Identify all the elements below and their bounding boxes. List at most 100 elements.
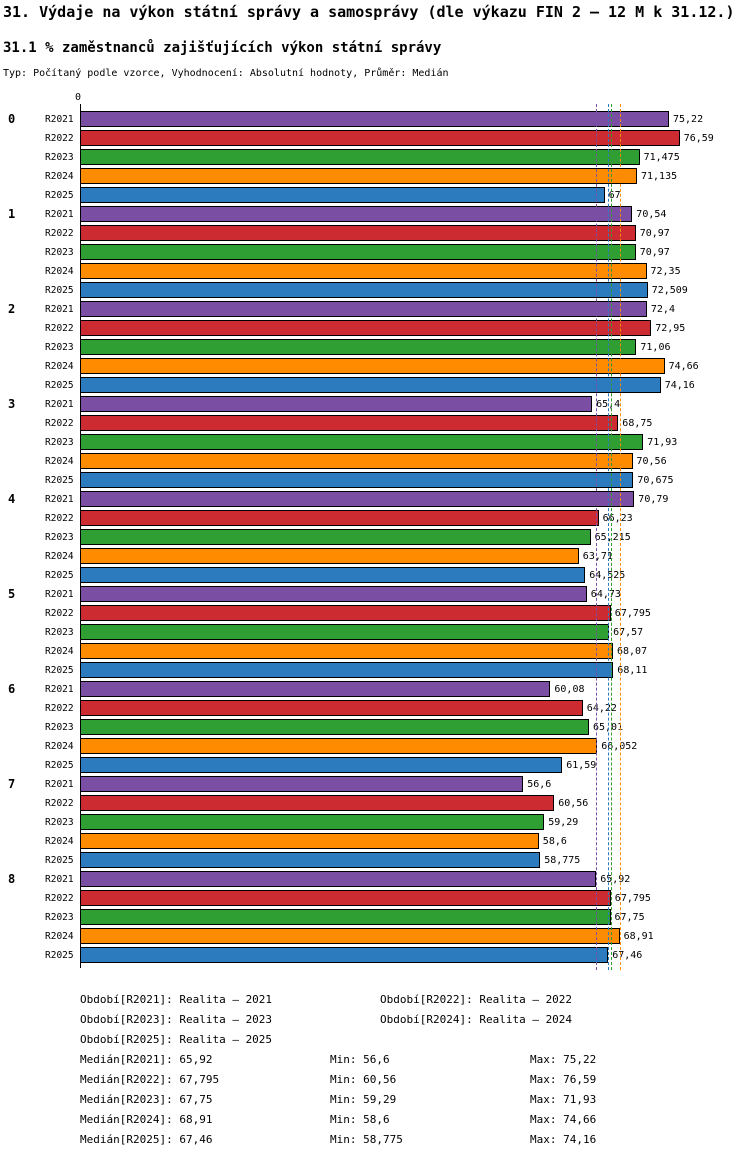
series-label: R2022	[45, 608, 74, 619]
bar	[80, 244, 636, 260]
bar	[80, 263, 647, 279]
value-label: 72,4	[650, 304, 675, 315]
value-label: 71,06	[640, 342, 671, 353]
group-label: 1	[8, 207, 16, 221]
bar-row-0-R2023: R2023 71,475	[0, 148, 750, 167]
value-label: 65,4	[596, 399, 621, 410]
series-label: R2024	[45, 551, 74, 562]
bar	[80, 662, 614, 678]
bar	[80, 472, 634, 488]
bar-row-4-R2023: R2023 65,215	[0, 528, 750, 547]
series-label: R2021	[45, 684, 74, 695]
bar-row-8-R2023: R2023 67,75	[0, 908, 750, 927]
bar-row-6-R2023: R2023 65,01	[0, 718, 750, 737]
bar	[80, 301, 647, 317]
bar-row-7-R2024: R2024 58,6	[0, 832, 750, 851]
legend-item: Období[R2024]: Realita – 2024	[380, 1013, 573, 1026]
series-label: R2023	[45, 152, 74, 163]
series-label: R2024	[45, 741, 74, 752]
value-label: 70,675	[637, 475, 674, 486]
group-label: 7	[8, 777, 16, 791]
series-label: R2022	[45, 323, 74, 334]
series-label: R2021	[45, 589, 74, 600]
bar-row-5-R2025: R2025 68,11	[0, 661, 750, 680]
value-label: 71,93	[647, 437, 678, 448]
stats-max: Max: 71,93	[530, 1093, 597, 1106]
value-label: 70,97	[639, 228, 670, 239]
bar	[80, 320, 652, 336]
series-label: R2025	[45, 760, 74, 771]
series-label: R2021	[45, 874, 74, 885]
value-label: 72,35	[650, 266, 681, 277]
bar	[80, 130, 680, 146]
bar	[80, 434, 644, 450]
bar-row-2-R2021: 2 R2021 72,4	[0, 300, 750, 319]
value-label: 67,46	[612, 950, 643, 961]
bar	[80, 111, 669, 127]
series-label: R2021	[45, 779, 74, 790]
group-label: 3	[8, 397, 16, 411]
bar	[80, 605, 611, 621]
value-label: 64,22	[586, 703, 617, 714]
bar	[80, 453, 633, 469]
legend-item: Období[R2021]: Realita – 2021	[80, 993, 273, 1006]
legend-item: Období[R2025]: Realita – 2025	[80, 1033, 273, 1046]
bar-row-6-R2022: R2022 64,22	[0, 699, 750, 718]
bar-row-6-R2025: R2025 61,59	[0, 756, 750, 775]
series-label: R2024	[45, 646, 74, 657]
bar-row-5-R2021: 5 R2021 64,73	[0, 585, 750, 604]
series-label: R2022	[45, 228, 74, 239]
bar-row-7-R2023: R2023 59,29	[0, 813, 750, 832]
bar-row-4-R2025: R2025 64,525	[0, 566, 750, 585]
stats-max: Max: 74,66	[530, 1113, 597, 1126]
series-label: R2022	[45, 798, 74, 809]
value-label: 58,775	[544, 855, 581, 866]
bar	[80, 700, 583, 716]
bar-row-7-R2022: R2022 60,56	[0, 794, 750, 813]
bar	[80, 491, 635, 507]
value-label: 68,75	[622, 418, 653, 429]
series-label: R2024	[45, 836, 74, 847]
bar	[80, 947, 609, 963]
value-label: 64,73	[590, 589, 621, 600]
value-label: 68,07	[617, 646, 648, 657]
bar	[80, 738, 598, 754]
bar	[80, 415, 619, 431]
bar-row-0-R2025: R2025 67	[0, 186, 750, 205]
value-label: 76,59	[683, 133, 714, 144]
bar-row-3-R2025: R2025 70,675	[0, 471, 750, 490]
bar	[80, 624, 610, 640]
series-label: R2024	[45, 171, 74, 182]
series-label: R2023	[45, 532, 74, 543]
bar	[80, 168, 637, 184]
series-label: R2024	[45, 456, 74, 467]
value-label: 66,23	[602, 513, 633, 524]
series-label: R2023	[45, 722, 74, 733]
series-label: R2022	[45, 133, 74, 144]
bar	[80, 225, 636, 241]
bar	[80, 358, 665, 374]
bar-row-2-R2022: R2022 72,95	[0, 319, 750, 338]
bar	[80, 187, 605, 203]
series-label: R2025	[45, 570, 74, 581]
series-label: R2023	[45, 342, 74, 353]
bar	[80, 643, 613, 659]
series-label: R2023	[45, 247, 74, 258]
bar-row-0-R2022: R2022 76,59	[0, 129, 750, 148]
series-label: R2022	[45, 893, 74, 904]
series-label: R2021	[45, 209, 74, 220]
bar	[80, 852, 541, 868]
stats-min: Min: 60,56	[330, 1073, 397, 1086]
stats-max: Max: 76,59	[530, 1073, 597, 1086]
series-label: R2025	[45, 855, 74, 866]
value-label: 71,475	[643, 152, 680, 163]
bar-row-3-R2022: R2022 68,75	[0, 414, 750, 433]
series-label: R2022	[45, 703, 74, 714]
series-label: R2024	[45, 931, 74, 942]
bar	[80, 928, 620, 944]
bar-row-8-R2021: 8 R2021 65,92	[0, 870, 750, 889]
bar	[80, 282, 648, 298]
bar-row-4-R2024: R2024 63,71	[0, 547, 750, 566]
bar-row-8-R2025: R2025 67,46	[0, 946, 750, 965]
